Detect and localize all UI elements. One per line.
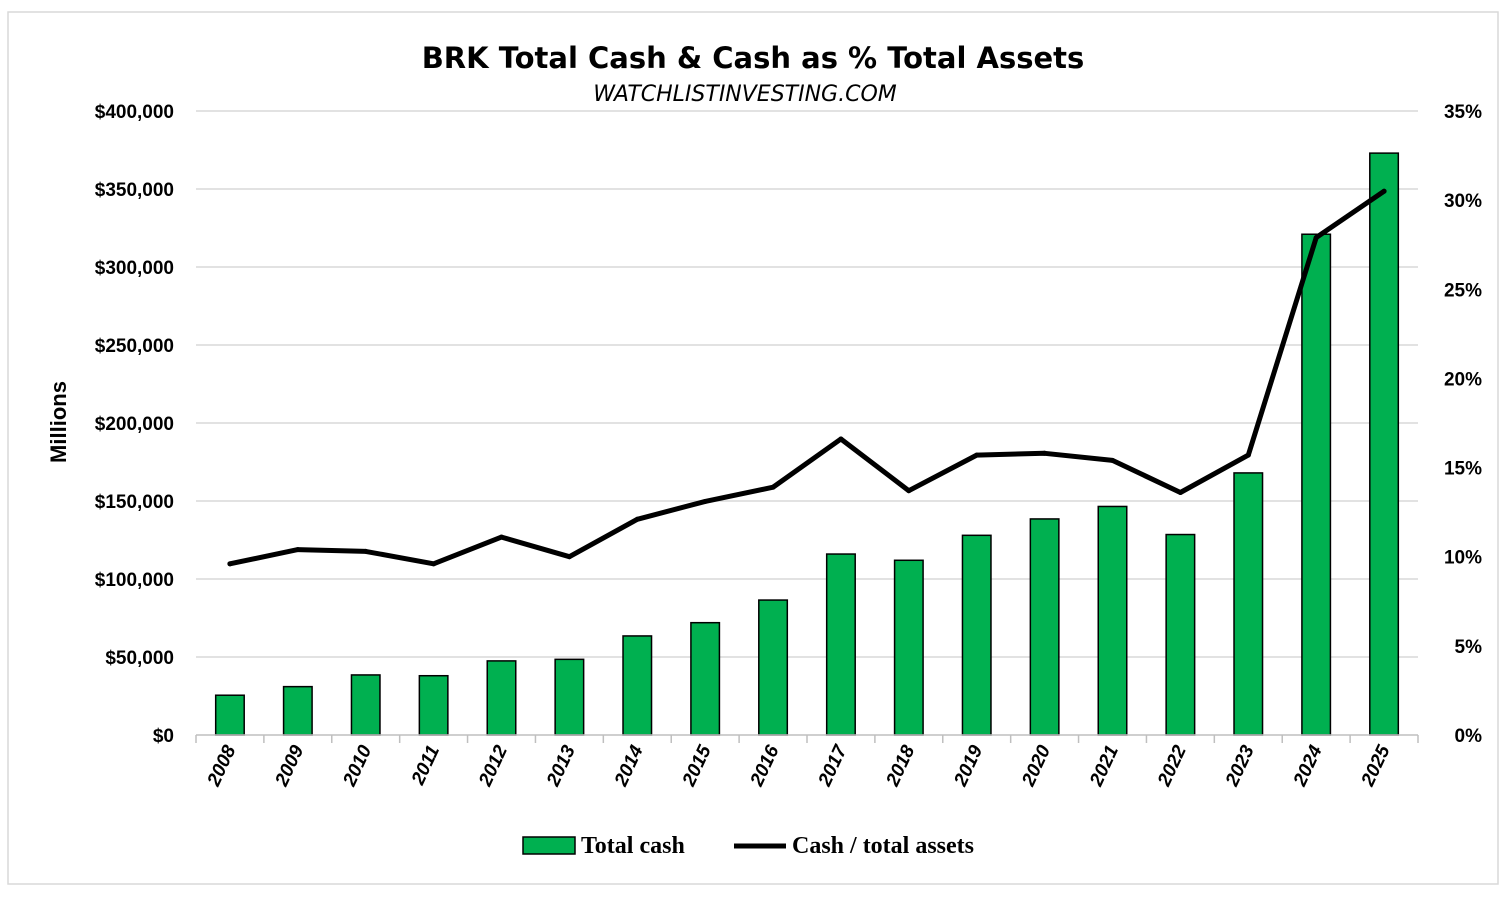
y2-tick-label: 5% <box>1455 637 1483 658</box>
line-point <box>770 484 776 490</box>
chart-subtitle: WATCHLISTINVESTING.COM <box>593 82 897 107</box>
line-point <box>566 554 572 560</box>
bar <box>350 674 381 736</box>
line-point <box>431 561 437 567</box>
grid <box>196 110 1418 658</box>
x-axis <box>195 734 1419 743</box>
bar <box>418 674 449 736</box>
bar <box>961 534 992 736</box>
y-axis-ticks: $0 $50,000 $100,000 $150,000 $200,000 $250,00… <box>95 102 174 747</box>
line-point <box>1313 235 1319 241</box>
legend-label-cash-ratio: Cash / total assets <box>792 833 974 859</box>
bar <box>1233 472 1264 736</box>
y2-tick-label: 0% <box>1455 726 1483 747</box>
line-point <box>1177 490 1183 496</box>
bar <box>758 599 789 736</box>
line-point <box>906 488 912 494</box>
bar <box>1165 533 1196 736</box>
y-tick-label: $300,000 <box>95 258 174 279</box>
y2-tick-label: 15% <box>1444 459 1482 480</box>
line-point <box>363 548 369 554</box>
y-tick-label: $200,000 <box>95 414 174 435</box>
bar <box>690 621 721 736</box>
y2-tick-label: 10% <box>1444 548 1482 569</box>
bar <box>486 660 517 736</box>
y-axis-label: Millions <box>46 381 71 463</box>
y-tick-label: $250,000 <box>95 336 174 357</box>
y2-axis-ticks: 0% 5% 10% 15% 20% 25% 30% 35% <box>1444 102 1482 747</box>
line-point <box>227 561 233 567</box>
line-point <box>1042 450 1048 456</box>
y-tick-label: $150,000 <box>95 492 174 513</box>
bar <box>1097 505 1128 736</box>
line-point <box>295 547 301 553</box>
bar <box>282 685 313 736</box>
y2-tick-label: 20% <box>1444 369 1482 390</box>
bar <box>554 658 585 736</box>
line-point <box>1381 188 1387 194</box>
bar <box>1301 233 1332 736</box>
bar <box>1029 518 1060 736</box>
line-point <box>702 498 708 504</box>
line-point <box>499 534 504 540</box>
line-cash-ratio <box>227 188 1387 567</box>
y2-tick-label: 35% <box>1444 102 1482 123</box>
line-point <box>1110 457 1115 463</box>
chart-title: BRK Total Cash & Cash as % Total Assets <box>422 41 1085 75</box>
bar <box>825 553 856 736</box>
bar <box>893 559 924 736</box>
bar <box>214 694 245 736</box>
y-tick-label: $400,000 <box>95 102 174 123</box>
legend-swatch-total-cash <box>522 836 576 855</box>
legend: Total cash Cash / total assets <box>522 833 974 859</box>
line-point <box>974 452 980 458</box>
line-series <box>227 188 1387 567</box>
y-tick-label: $100,000 <box>95 570 174 591</box>
legend-label-total-cash: Total cash <box>581 833 685 859</box>
line-point <box>634 516 640 522</box>
bar-series <box>214 152 1400 736</box>
y2-tick-label: 25% <box>1444 280 1482 301</box>
bar <box>622 635 653 736</box>
y2-tick-label: 30% <box>1444 191 1482 212</box>
bar <box>1369 152 1400 736</box>
line-point <box>1245 452 1251 458</box>
y-tick-label: $0 <box>153 726 174 747</box>
line-point <box>838 436 844 442</box>
y-tick-label: $350,000 <box>95 180 174 201</box>
y-tick-label: $50,000 <box>105 648 174 669</box>
